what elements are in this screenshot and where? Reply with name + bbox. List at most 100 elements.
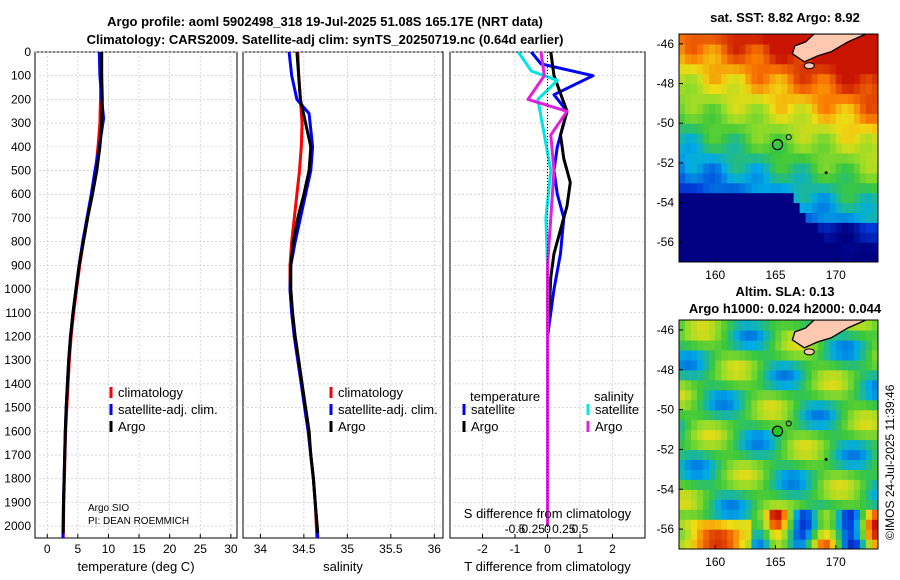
sla_map-cell — [703, 379, 710, 391]
sst_map-cell — [853, 123, 861, 134]
sla_map-cell — [727, 469, 734, 480]
sst_map-cell — [697, 182, 704, 194]
sst_map-cell — [715, 83, 722, 95]
sla_map-cell — [787, 539, 795, 549]
sla_map-cell — [691, 449, 698, 460]
sst_map-cell — [775, 63, 783, 75]
sla_map-cell — [709, 409, 716, 421]
sla_map-cell — [793, 379, 801, 391]
profile-panel-temperature: 0100200300400500600700800900100011001200… — [4, 45, 238, 574]
sla_map-cell — [865, 499, 873, 510]
sla_map-cell — [817, 389, 825, 401]
sla_map-cell — [763, 439, 770, 451]
s-x-tick-label: 0 — [544, 522, 551, 536]
sla_map-cell — [793, 539, 801, 549]
sla_map-cell — [853, 409, 861, 421]
sst_map-cell — [793, 202, 801, 213]
sla_map-cell — [865, 349, 873, 361]
y-tick-label: 200 — [11, 92, 31, 106]
sst_map-cell — [691, 232, 698, 243]
sst_map-cell — [727, 133, 734, 144]
sla_map-cell — [865, 519, 873, 530]
sst_map-cell — [739, 73, 746, 85]
sst_map-cell — [721, 182, 728, 194]
sst_map-cell — [727, 162, 734, 174]
sla_map-heatmap — [679, 320, 878, 549]
sst_map-cell — [691, 34, 698, 45]
sst_map-cell — [787, 53, 795, 65]
sla_map-cell — [679, 459, 686, 470]
sst_map-cell — [691, 202, 698, 213]
salinity-x-tick-label: 35 — [341, 542, 355, 556]
sla_map-cell — [865, 529, 873, 540]
sla_map-cell — [745, 409, 752, 421]
sst_map-cell — [811, 202, 819, 213]
sst_map-cell — [703, 162, 710, 174]
sla_map-cell — [745, 449, 752, 460]
sla_map-cell — [841, 519, 849, 530]
sst_map-cell — [721, 93, 728, 104]
sst_map-cell — [859, 252, 867, 262]
sla_map-cell — [745, 439, 752, 451]
sst_map-cell — [811, 53, 819, 65]
sla_map-cell — [757, 339, 764, 351]
sst_map-cell — [775, 123, 783, 134]
sla_map-cell — [811, 349, 819, 361]
sst_map-cell — [847, 53, 855, 65]
sst_map-cell — [811, 252, 819, 262]
sla_map-cell — [817, 429, 825, 441]
sst_map-cell — [805, 212, 813, 223]
sst_map-cell — [697, 172, 704, 184]
sst_map-cell — [865, 103, 873, 114]
sst_map-cell — [823, 172, 831, 184]
sla_map-cell — [685, 519, 692, 530]
sst_map-cell — [769, 123, 777, 134]
sla_map-cell — [853, 479, 861, 490]
figure-title-line2: Climatology: CARS2009. Satellite-adj cli… — [86, 32, 564, 47]
sla_map-cell — [829, 379, 837, 391]
sla_map-cell — [691, 519, 698, 530]
sst_map-cell — [709, 202, 716, 213]
sla_map-cell — [703, 449, 710, 460]
sla_map-cell — [715, 339, 722, 351]
sla_map-cell — [872, 379, 878, 391]
sla_map-cell — [872, 369, 878, 381]
sst_map-cell — [853, 153, 861, 164]
sst-map-title: sat. SST: 8.82 Argo: 8.92 — [710, 10, 860, 25]
sst_map-cell — [709, 83, 716, 95]
sla_map-cell — [823, 469, 831, 480]
sla_map-cell — [703, 539, 710, 549]
sst_map-cell — [745, 123, 752, 134]
sst_map-cell — [751, 232, 758, 243]
sst_map-cell — [829, 133, 837, 144]
sla_map-cell — [835, 459, 843, 470]
sla_map-cell — [679, 479, 686, 490]
sst_map-cell — [721, 153, 728, 164]
sla_map-cell — [775, 499, 783, 510]
difference-x-tick-label: 0 — [544, 542, 551, 556]
sst_map-cell — [715, 153, 722, 164]
sla_map-cell — [715, 399, 722, 411]
sst_map-cell — [799, 34, 807, 45]
sst_map-cell — [697, 212, 704, 223]
sla_map-cell — [751, 439, 758, 451]
sst_map-cell — [811, 232, 819, 243]
sla_map-cell — [763, 529, 770, 540]
sla_map-cell — [823, 509, 831, 520]
sst_map-cell — [691, 63, 698, 75]
sla_map-cell — [859, 330, 867, 341]
sst_map-cell — [703, 182, 710, 194]
sla_map-cell — [739, 369, 746, 381]
sla_map-cell — [799, 479, 807, 490]
sst_map-cell — [751, 162, 758, 174]
sst_map-cell — [805, 153, 813, 164]
sla_map-cell — [872, 529, 878, 540]
sla_map-cell — [703, 489, 710, 500]
sla_map-cell — [745, 489, 752, 500]
sst_map-cell — [847, 232, 855, 243]
sst_map-cell — [691, 93, 698, 104]
sla_map-cell — [799, 399, 807, 411]
sla_map-cell — [685, 330, 692, 341]
sla_map-cell — [853, 339, 861, 351]
